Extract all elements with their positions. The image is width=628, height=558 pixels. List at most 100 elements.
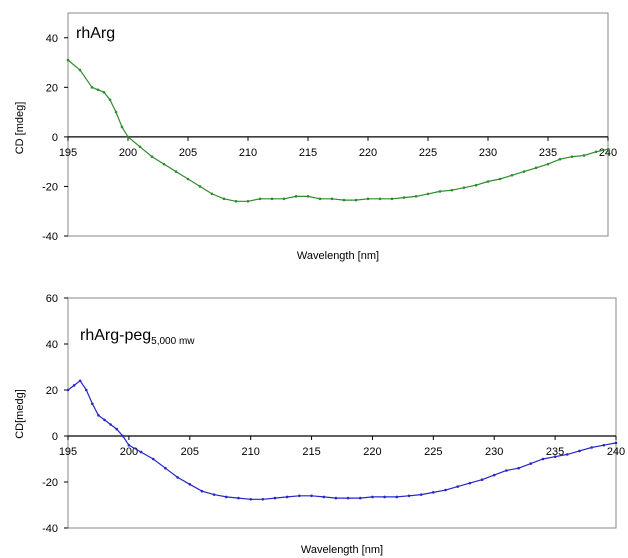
data-point <box>176 476 179 479</box>
data-point <box>438 190 442 193</box>
data-point <box>258 197 262 201</box>
data-point <box>366 197 370 201</box>
data-point <box>138 145 142 149</box>
data-point <box>78 379 82 383</box>
y-tick-label: 20 <box>46 82 58 94</box>
x-tick-label: 220 <box>359 147 377 159</box>
chart-rharg-peg: -40 -20 0 20 40 60 195 200 205 210 215 220 225 230 23… <box>14 293 625 556</box>
data-point <box>162 162 166 166</box>
data-point <box>486 180 490 183</box>
data-point <box>261 497 265 501</box>
data-point <box>553 455 557 459</box>
data-point <box>210 192 214 196</box>
data-point <box>103 418 106 422</box>
data-point <box>498 177 502 181</box>
data-point <box>126 135 130 139</box>
data-point <box>529 462 533 465</box>
data-point <box>419 493 423 496</box>
data-point <box>578 449 581 453</box>
data-point <box>390 197 394 201</box>
y-axis: -40 -20 0 20 40 60 <box>42 293 68 535</box>
y-tick-label: -20 <box>42 477 58 489</box>
data-point <box>450 188 454 192</box>
chart-title: rhArg <box>76 25 115 42</box>
data-point <box>96 88 100 92</box>
data-point <box>298 494 301 498</box>
y-tick-label: -20 <box>42 181 58 193</box>
y-tick-label: 40 <box>46 33 58 45</box>
data-point <box>234 200 238 203</box>
data-point <box>342 198 346 202</box>
x-tick-label: 195 <box>59 446 77 458</box>
data-point <box>378 197 382 201</box>
data-point <box>66 388 70 392</box>
x-tick-label: 200 <box>119 147 137 159</box>
data-point <box>306 195 310 198</box>
y-axis-title: CD [mdeg] <box>14 102 26 155</box>
data-point <box>614 441 618 445</box>
x-tick-label: 215 <box>299 147 317 159</box>
data-point <box>174 170 178 173</box>
data-point <box>330 197 334 201</box>
data-point <box>270 197 274 201</box>
data-point <box>402 196 406 199</box>
data-point <box>558 157 562 161</box>
data-point <box>407 494 411 498</box>
data-point <box>127 443 131 447</box>
data-point <box>590 446 593 449</box>
y-tick-label: 20 <box>46 385 58 397</box>
series-points <box>66 379 618 501</box>
x-tick-label: 200 <box>120 446 138 458</box>
y-axis: -40 -20 0 20 40 <box>42 33 68 243</box>
data-point <box>354 198 358 202</box>
data-point <box>84 388 88 392</box>
data-point <box>108 98 112 102</box>
x-tick-label: 205 <box>181 446 199 458</box>
data-point <box>346 496 350 500</box>
data-point <box>246 200 250 203</box>
data-point <box>462 186 466 189</box>
data-point <box>414 195 418 198</box>
series-line <box>67 379 617 500</box>
y-tick-label: 0 <box>52 132 58 144</box>
x-tick-label: 210 <box>241 446 259 458</box>
y-axis-title: CD[medg] <box>14 389 26 439</box>
y-tick-label: 60 <box>46 293 58 305</box>
x-tick-label: 230 <box>479 147 497 159</box>
data-point <box>395 495 399 499</box>
data-point <box>91 402 94 406</box>
data-point <box>505 469 508 472</box>
data-point <box>150 155 154 159</box>
data-point <box>432 491 435 494</box>
data-point <box>480 478 484 482</box>
x-axis-title: Wavelength [nm] <box>297 250 379 262</box>
y-tick-label: -40 <box>42 231 58 243</box>
x-axis-title: Wavelength [nm] <box>301 544 383 556</box>
data-point <box>90 86 94 89</box>
data-point <box>114 110 118 114</box>
data-point <box>186 177 190 181</box>
data-point <box>164 466 167 470</box>
data-point <box>456 485 459 488</box>
x-tick-label: 240 <box>607 446 625 458</box>
x-tick-label: 205 <box>179 147 197 159</box>
data-point <box>72 384 76 387</box>
data-point <box>78 68 82 72</box>
data-point <box>444 488 447 492</box>
data-point <box>517 466 520 470</box>
x-tick-label: 225 <box>424 446 442 458</box>
data-point <box>225 495 228 499</box>
data-point <box>594 150 598 154</box>
x-tick-label: 230 <box>485 446 503 458</box>
x-axis: 195 200 205 210 215 220 225 230 235 240 <box>59 436 625 458</box>
x-tick-label: 210 <box>239 147 257 159</box>
data-point <box>541 457 545 461</box>
x-tick-label: 215 <box>302 446 320 458</box>
plot-frame <box>67 12 609 237</box>
data-point <box>200 489 204 493</box>
data-point <box>102 90 106 94</box>
chart-title: rhArg-peg5,000 mw <box>80 327 195 347</box>
series-line <box>67 59 609 202</box>
